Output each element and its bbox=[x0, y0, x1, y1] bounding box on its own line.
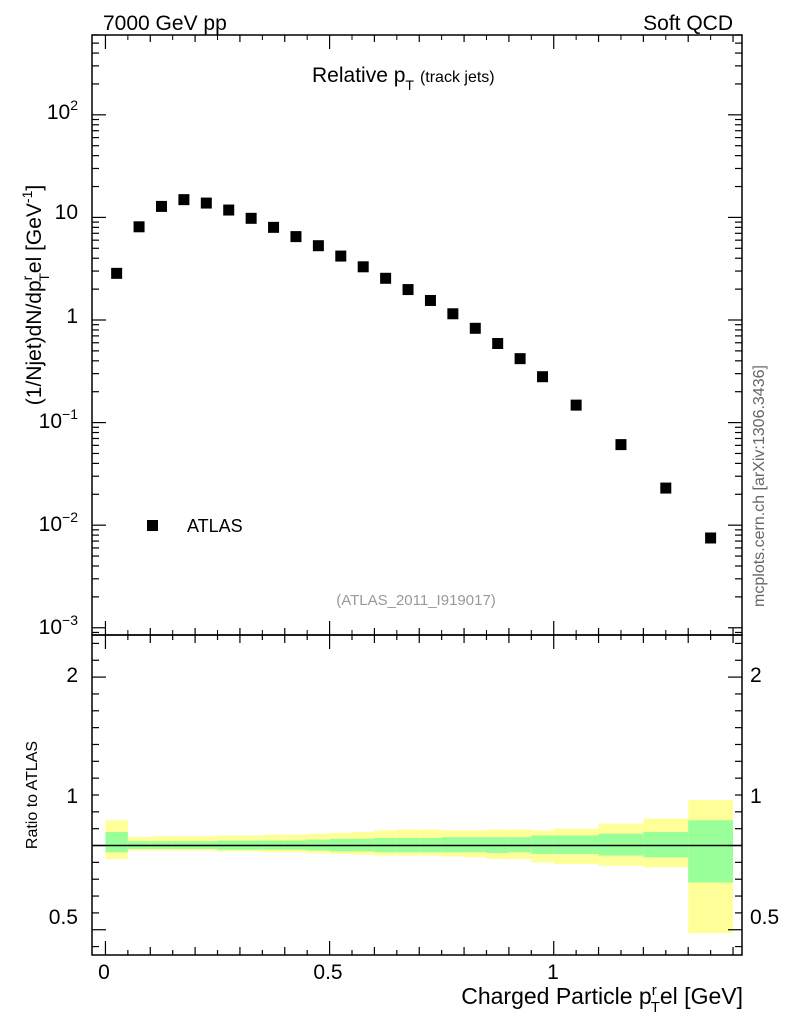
header-right: Soft QCD bbox=[643, 12, 733, 35]
legend-marker bbox=[147, 520, 158, 531]
ratio-plot-frame bbox=[91, 634, 743, 956]
header-left: 7000 GeV pp bbox=[103, 12, 227, 35]
ytick-label-0.01-exp: −2 bbox=[62, 509, 78, 525]
data-point bbox=[380, 272, 392, 284]
data-point bbox=[335, 250, 347, 262]
data-point bbox=[570, 399, 582, 411]
ytick-label-0.1-base: 10 bbox=[39, 410, 62, 433]
data-point bbox=[111, 267, 123, 279]
ratio-band-stat bbox=[643, 832, 689, 858]
ratio-band-stat bbox=[553, 835, 599, 854]
data-point bbox=[133, 221, 145, 233]
ratio-band-stat bbox=[464, 837, 487, 853]
ratio-band-stat bbox=[598, 833, 644, 856]
ratio-band-stat bbox=[508, 837, 532, 853]
ratio-ytick-label-0.5: 0.5 bbox=[49, 906, 78, 929]
main-axis-ticks bbox=[92, 34, 742, 635]
ratio-band-stat bbox=[531, 835, 554, 854]
ytick-label-0.001-exp: −3 bbox=[62, 612, 78, 628]
xtick-label-0.5: 0.5 bbox=[313, 961, 342, 984]
main-ylabel-d: el [GeV bbox=[23, 203, 46, 273]
ratio-ylabel: Ratio to ATLAS bbox=[24, 741, 41, 849]
main-ylabel-a: (1/Njet)dN/dp bbox=[23, 280, 46, 405]
data-point bbox=[660, 482, 672, 494]
data-point bbox=[290, 231, 302, 243]
data-point bbox=[514, 353, 526, 365]
main-ylabel-c: T bbox=[36, 273, 52, 282]
plot-title-main: Relative p bbox=[312, 64, 405, 87]
analysis-label: (ATLAS_2011_I919017) bbox=[336, 592, 496, 609]
ytick-label-100-exp: 2 bbox=[70, 97, 78, 113]
data-point bbox=[200, 197, 212, 209]
ytick-label-0.001-base: 10 bbox=[39, 616, 62, 639]
ratio-bands bbox=[105, 800, 734, 934]
xlabel-a: Charged Particle p bbox=[461, 983, 652, 1009]
x-axis-label: Charged Particle pr Tel [GeV] bbox=[461, 982, 743, 1016]
data-points bbox=[111, 194, 717, 544]
ratio-band-stat bbox=[105, 832, 128, 853]
ratio-ytick-label-2: 2 bbox=[66, 664, 78, 687]
data-point bbox=[615, 439, 627, 451]
legend-label: ATLAS bbox=[187, 516, 243, 536]
main-plot-frame bbox=[91, 34, 743, 636]
ratio-axis-ticks bbox=[92, 635, 742, 955]
ytick-label-10: 10 bbox=[55, 201, 78, 224]
data-point bbox=[705, 532, 717, 544]
ratio-panel: 2 1 0.5 2 1 0.5 Ratio to ATLAS 0 0.5 1 C… bbox=[24, 634, 779, 1016]
xlabel-d: el [GeV] bbox=[660, 983, 743, 1009]
data-point bbox=[155, 200, 167, 212]
data-point bbox=[223, 204, 235, 216]
main-ylabel: (1/Njet)dN/dprTel [GeV-1] bbox=[19, 185, 52, 405]
ytick-label-1: 1 bbox=[66, 305, 78, 328]
main-panel: Relative pT (track jets) 102 10 1 10−1 10… bbox=[19, 34, 743, 639]
plot-title-note: (track jets) bbox=[420, 69, 495, 86]
data-point bbox=[357, 261, 369, 273]
main-ylabel-f: ] bbox=[23, 185, 46, 191]
xlabel-b: r bbox=[652, 982, 657, 999]
main-ylabel-e: -1 bbox=[19, 190, 35, 203]
data-point bbox=[178, 194, 190, 206]
ratio-ytick-label-right-2: 2 bbox=[750, 664, 762, 687]
data-point bbox=[312, 240, 324, 252]
data-point bbox=[492, 338, 504, 350]
data-point bbox=[447, 308, 459, 320]
xtick-label-0: 0 bbox=[98, 961, 110, 984]
data-point bbox=[245, 212, 257, 224]
ratio-ytick-label-right-0.5: 0.5 bbox=[750, 906, 779, 929]
ratio-band-stat bbox=[688, 820, 734, 883]
data-point bbox=[469, 322, 481, 334]
main-ylabel-b: r bbox=[19, 275, 35, 280]
ratio-ytick-label-right-1: 1 bbox=[750, 785, 762, 808]
ratio-ytick-label-1: 1 bbox=[66, 785, 78, 808]
data-point bbox=[268, 221, 280, 233]
ytick-label-0.01: 10−2 bbox=[39, 509, 79, 536]
plot-title-sub: T bbox=[405, 77, 414, 93]
ytick-label-0.1: 10−1 bbox=[39, 406, 79, 433]
ytick-label-0.001: 10−3 bbox=[39, 612, 79, 639]
ytick-label-0.01-base: 10 bbox=[39, 513, 62, 536]
ytick-label-100-base: 10 bbox=[47, 101, 70, 124]
side-label: mcplots.cern.ch [arXiv:1306.3436] bbox=[751, 365, 768, 607]
ytick-label-100: 102 bbox=[47, 97, 78, 124]
xtick-label-1: 1 bbox=[547, 961, 559, 984]
plot-title: Relative pT (track jets) bbox=[312, 64, 495, 93]
data-point bbox=[402, 284, 414, 296]
ytick-label-0.1-exp: −1 bbox=[62, 406, 78, 422]
data-point bbox=[424, 294, 436, 306]
data-point bbox=[537, 371, 549, 383]
xlabel-c: T bbox=[651, 999, 660, 1016]
ratio-band-stat bbox=[441, 837, 465, 853]
